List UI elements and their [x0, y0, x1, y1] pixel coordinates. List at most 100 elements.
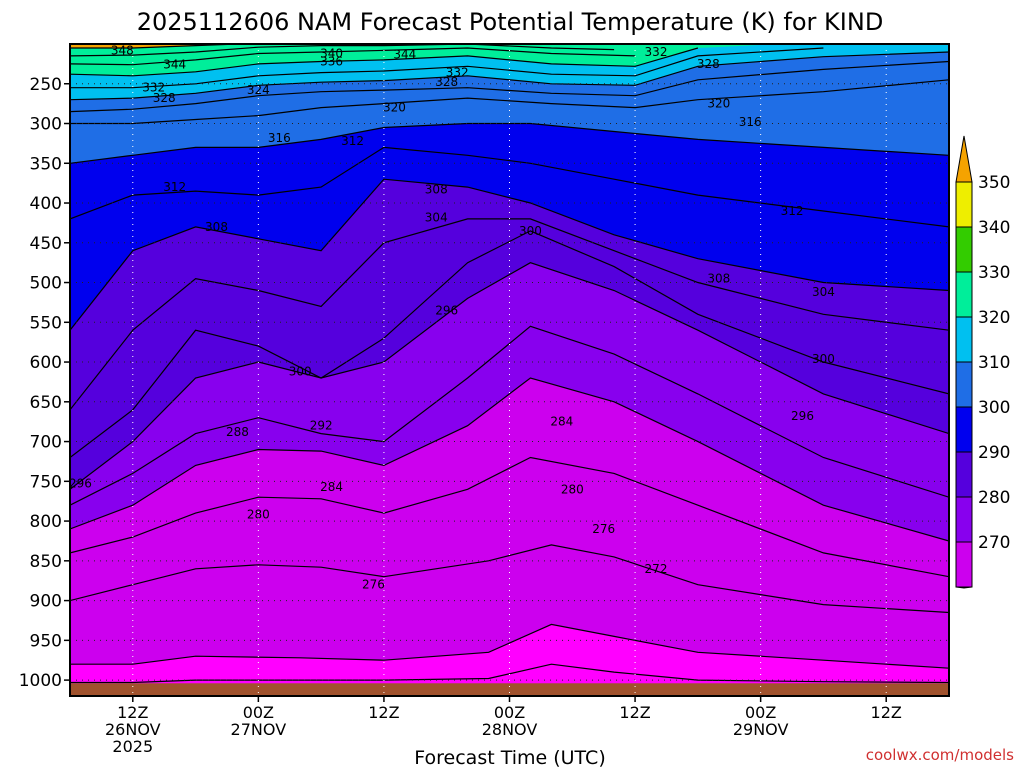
contour-label: 276 [592, 522, 615, 536]
contour-label: 292 [310, 419, 333, 433]
x-tick-label: 29NOV [733, 720, 789, 739]
colorbar-swatch [955, 316, 973, 363]
fill-band-276 [70, 624, 949, 696]
y-tick-label: 850 [30, 552, 62, 572]
colorbar-label: 300 [978, 398, 1010, 418]
x-tick-label: 27NOV [231, 720, 287, 739]
y-tick-label: 500 [30, 274, 62, 294]
x-tick-label: 00Z [243, 703, 274, 722]
contour-272 [70, 663, 949, 684]
ground-strip [70, 683, 949, 696]
x-tick-label: 12Z [619, 703, 650, 722]
colorbar-swatch [955, 226, 973, 273]
contour-label: 312 [163, 180, 186, 194]
contour-336 [70, 47, 699, 77]
x-tick-label: 12Z [117, 703, 148, 722]
y-tick-label: 600 [30, 353, 62, 373]
contour-label: 324 [247, 83, 270, 97]
contour-label: 304 [425, 210, 448, 224]
y-axis: 250 300 350 400 450 500 550 600 650 700 750 800 850 9… [19, 75, 70, 691]
contour-label: 280 [561, 482, 584, 496]
y-tick-label: 300 [30, 115, 62, 135]
colorbar-swatch [955, 271, 973, 318]
contour-label: 304 [812, 285, 835, 299]
contour-324 [70, 60, 949, 113]
contour-344 [70, 44, 615, 57]
x-tick-label: 2025 [112, 737, 153, 756]
contour-label: 312 [781, 204, 804, 218]
y-tick-label: 950 [30, 631, 62, 651]
colorbar-swatch [955, 451, 973, 498]
contour-label: 332 [446, 66, 469, 80]
y-tick-label: 750 [30, 472, 62, 492]
contour-label: 308 [707, 272, 730, 286]
y-tick-label: 450 [30, 234, 62, 254]
y-tick-label: 250 [30, 75, 62, 95]
x-tick-label: 26NOV [105, 720, 161, 739]
contour-316 [70, 122, 949, 164]
contour-312 [70, 146, 949, 228]
contour-280 [70, 544, 949, 614]
y-tick-label: 350 [30, 154, 62, 174]
x-tick-label: 12Z [871, 703, 902, 722]
colorbar-swatch [955, 361, 973, 408]
contour-label: 308 [425, 183, 448, 197]
contour-label: 276 [362, 578, 385, 592]
contour-label: 332 [645, 45, 668, 59]
contour-label: 332 [142, 81, 165, 95]
contour-label: 300 [289, 365, 312, 379]
x-tick-label: 28NOV [482, 720, 538, 739]
y-tick-label: 650 [30, 393, 62, 413]
colorbar-label: 270 [978, 533, 1010, 553]
colorbar: 350 340 330 320 310 300 290 280 270 [955, 135, 1010, 589]
x-tick-label: 12Z [368, 703, 399, 722]
y-tick-label: 900 [30, 592, 62, 612]
colorbar-swatch [955, 541, 973, 588]
colorbar-label: 290 [978, 443, 1010, 463]
watermark: coolwx.com/models [866, 746, 1014, 764]
contour-label: 308 [205, 220, 228, 234]
contour-label: 300 [812, 352, 835, 366]
contour-304 [70, 218, 949, 411]
x-tick-label: 00Z [745, 703, 776, 722]
contour-label: 280 [247, 508, 270, 522]
contour-label: 316 [739, 115, 762, 129]
contour-label: 284 [550, 415, 573, 429]
colorbar-label: 330 [978, 263, 1010, 283]
y-tick-label: 700 [30, 433, 62, 453]
contour-label: 320 [383, 101, 406, 115]
y-tick-label: 400 [30, 194, 62, 214]
contour-label: 344 [163, 58, 186, 72]
colorbar-swatch [955, 406, 973, 453]
colorbar-label: 320 [978, 308, 1010, 328]
contour-label: 312 [341, 134, 364, 148]
colorbar-label: 310 [978, 353, 1010, 373]
contour-320 [70, 79, 949, 125]
contour-label: 296 [791, 409, 814, 423]
y-tick-label: 1000 [19, 671, 62, 691]
contour-label: 328 [435, 75, 458, 89]
contour-292 [70, 325, 949, 506]
contour-296 [70, 262, 949, 490]
colorbar-label: 350 [978, 173, 1010, 193]
y-tick-label: 550 [30, 313, 62, 333]
contour-label: 348 [111, 43, 134, 57]
contour-label: 320 [707, 97, 730, 111]
x-axis-label: Forecast Time (UTC) [414, 747, 605, 768]
contour-label: 336 [320, 54, 343, 68]
contour-328 [70, 51, 949, 101]
colorbar-swatch [955, 496, 973, 543]
contour-label: 296 [435, 303, 458, 317]
contour-label: 272 [645, 562, 668, 576]
y-tick-label: 800 [30, 512, 62, 532]
contour-288 [70, 377, 949, 542]
contour-label: 288 [226, 425, 249, 439]
contour-label: 316 [268, 131, 291, 145]
contour-308 [70, 178, 949, 331]
colorbar-bottom-arrow [955, 586, 973, 589]
contour-332 [70, 47, 824, 89]
contour-label: 340 [320, 47, 343, 61]
